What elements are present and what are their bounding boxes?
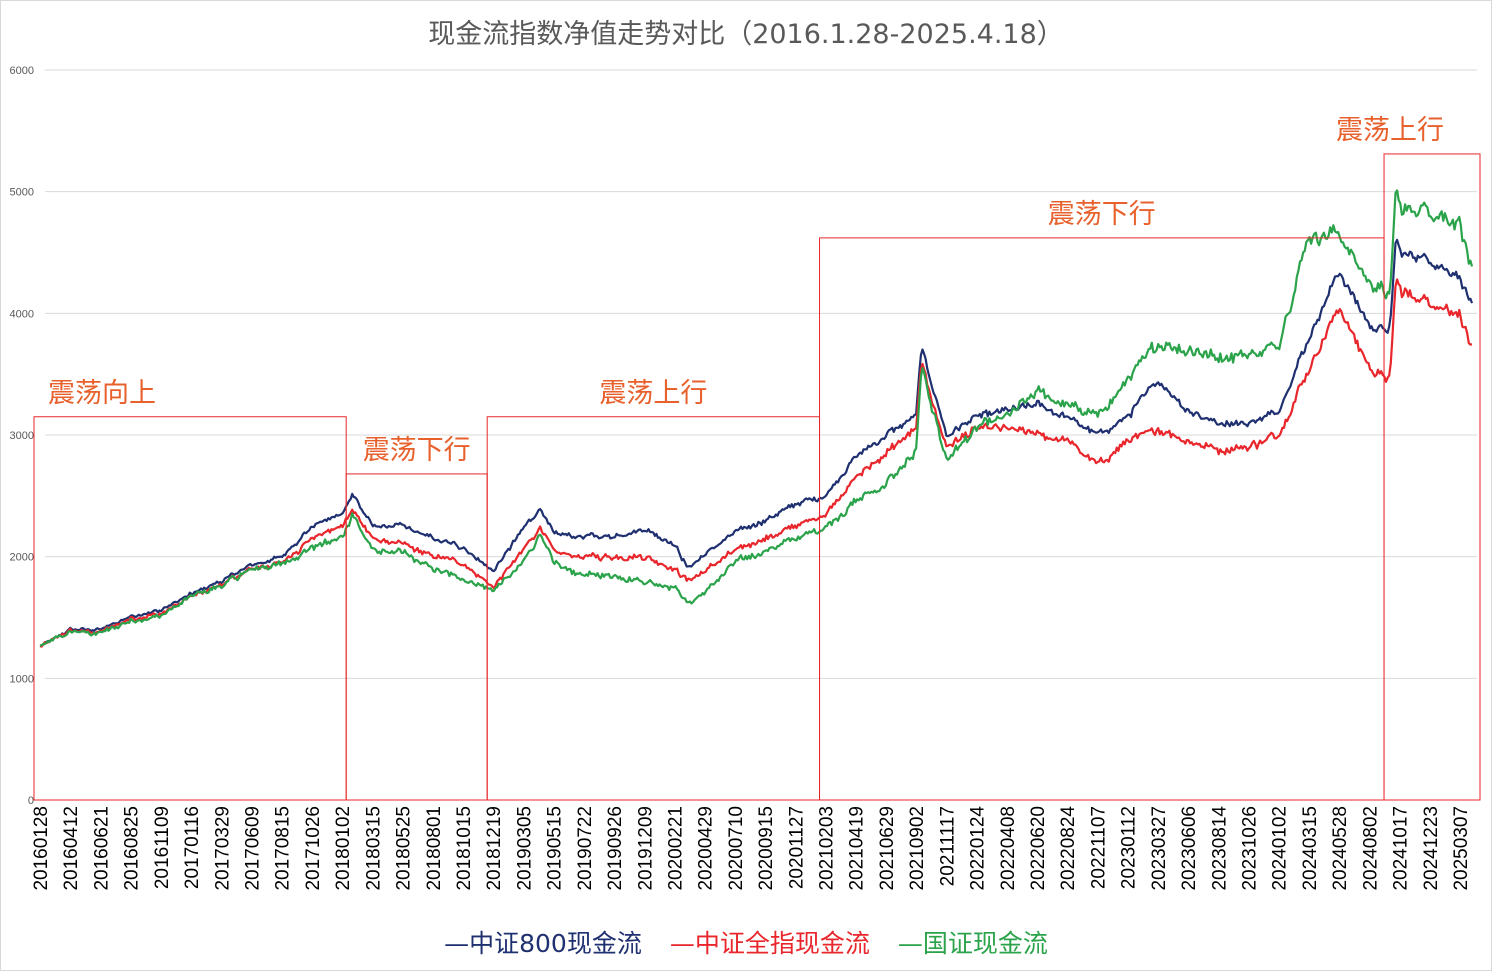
x-tick-label: 20180315: [363, 806, 384, 891]
chart-title: 现金流指数净值走势对比（2016.1.28-2025.4.18）: [428, 19, 1064, 50]
x-tick-label: 20190722: [575, 806, 596, 891]
x-tick-label: 20171026: [303, 806, 324, 891]
x-tick-label: 20240315: [1300, 806, 1321, 891]
y-tick-label: 1000: [10, 673, 34, 685]
legend-item-2: —中证全指现金流: [669, 929, 870, 958]
grid-layer: [45, 69, 1477, 801]
x-tick-label: 20180801: [424, 806, 445, 891]
region-box: [819, 237, 1385, 801]
x-tick-label: 20220824: [1058, 806, 1079, 891]
x-tick-label: 20220620: [1028, 806, 1049, 891]
x-tick-label: 20180525: [394, 806, 415, 891]
y-tick-label: 6000: [10, 65, 34, 77]
x-tick-label: 20230814: [1209, 806, 1230, 891]
x-tick-label: 20200429: [696, 806, 717, 891]
x-tick-label: 20170609: [242, 806, 263, 891]
region-box: [486, 416, 821, 801]
y-axis-ticks: 0 1000 2000 3000 4000 5000 6000: [10, 65, 34, 807]
series-line-1: [39, 238, 1474, 647]
x-tick-label: 20181219: [484, 806, 505, 891]
series-line-2: [39, 278, 1473, 648]
x-tick-label: 20170116: [182, 806, 203, 889]
x-tick-label: 20161109: [152, 806, 173, 889]
y-tick-label: 3000: [10, 430, 34, 442]
x-tick-label: 20240102: [1270, 806, 1291, 891]
y-tick-label: 2000: [10, 552, 34, 564]
x-tick-label: 20231026: [1240, 806, 1261, 891]
x-tick-label: 20240528: [1330, 806, 1351, 891]
legend-item-1: —中证800现金流: [444, 929, 642, 958]
x-tick-label: 20221107: [1088, 806, 1109, 889]
x-tick-label: 20200710: [726, 806, 747, 891]
x-tick-label: 20241017: [1391, 806, 1412, 891]
x-tick-label: 20201127: [786, 806, 807, 889]
legend: —中证800现金流 —中证全指现金流 —国证现金流: [0, 924, 1492, 960]
x-tick-label: 20241223: [1421, 806, 1442, 891]
x-tick-label: 20160825: [122, 806, 143, 891]
y-tick-label: 4000: [10, 308, 34, 320]
x-tick-label: 20200221: [665, 806, 686, 891]
region-label: 震荡上行: [599, 378, 707, 409]
x-tick-label: 20230112: [1119, 806, 1140, 889]
region-label: 震荡下行: [1048, 199, 1156, 230]
x-tick-label: 20200915: [756, 806, 777, 891]
x-tick-label: 20220124: [968, 806, 989, 891]
x-tick-label: 20210419: [847, 806, 868, 891]
x-axis-ticks: 20160128 20160412 20160621 20160825 20161109…: [31, 806, 1472, 891]
x-tick-label: 20210902: [907, 806, 928, 891]
x-tick-label: 20250307: [1451, 806, 1472, 891]
x-tick-label: 20211117: [937, 806, 958, 886]
region-label: 震荡下行: [363, 435, 471, 466]
region-label: 震荡向上: [48, 378, 156, 409]
x-tick-label: 20160412: [61, 806, 82, 891]
x-tick-label: 20180102: [333, 806, 354, 891]
region-box: [345, 473, 488, 801]
x-tick-label: 20181015: [454, 806, 475, 891]
region-box: [1383, 153, 1481, 801]
x-tick-label: 20191209: [635, 806, 656, 891]
x-tick-label: 20190515: [545, 806, 566, 891]
y-tick-label: 0: [28, 795, 34, 807]
x-tick-label: 20210629: [877, 806, 898, 891]
region-box: [33, 416, 347, 801]
x-tick-label: 20190926: [605, 806, 626, 891]
x-tick-label: 20210203: [817, 806, 838, 891]
x-tick-label: 20230606: [1179, 806, 1200, 891]
x-tick-label: 20230327: [1149, 806, 1170, 891]
x-tick-label: 20240802: [1360, 806, 1381, 891]
x-tick-label: 20160621: [91, 806, 112, 891]
series-layer: [39, 189, 1474, 648]
legend-item-3: —国证现金流: [897, 929, 1048, 958]
x-tick-label: 20190305: [514, 806, 535, 891]
x-tick-label: 20160128: [31, 806, 52, 891]
x-tick-label: 20170329: [212, 806, 233, 891]
region-label: 震荡上行: [1336, 115, 1444, 146]
y-tick-label: 5000: [10, 187, 34, 199]
x-tick-label: 20220408: [998, 806, 1019, 891]
x-tick-label: 20170815: [273, 806, 294, 891]
series-line-3: [39, 189, 1474, 647]
